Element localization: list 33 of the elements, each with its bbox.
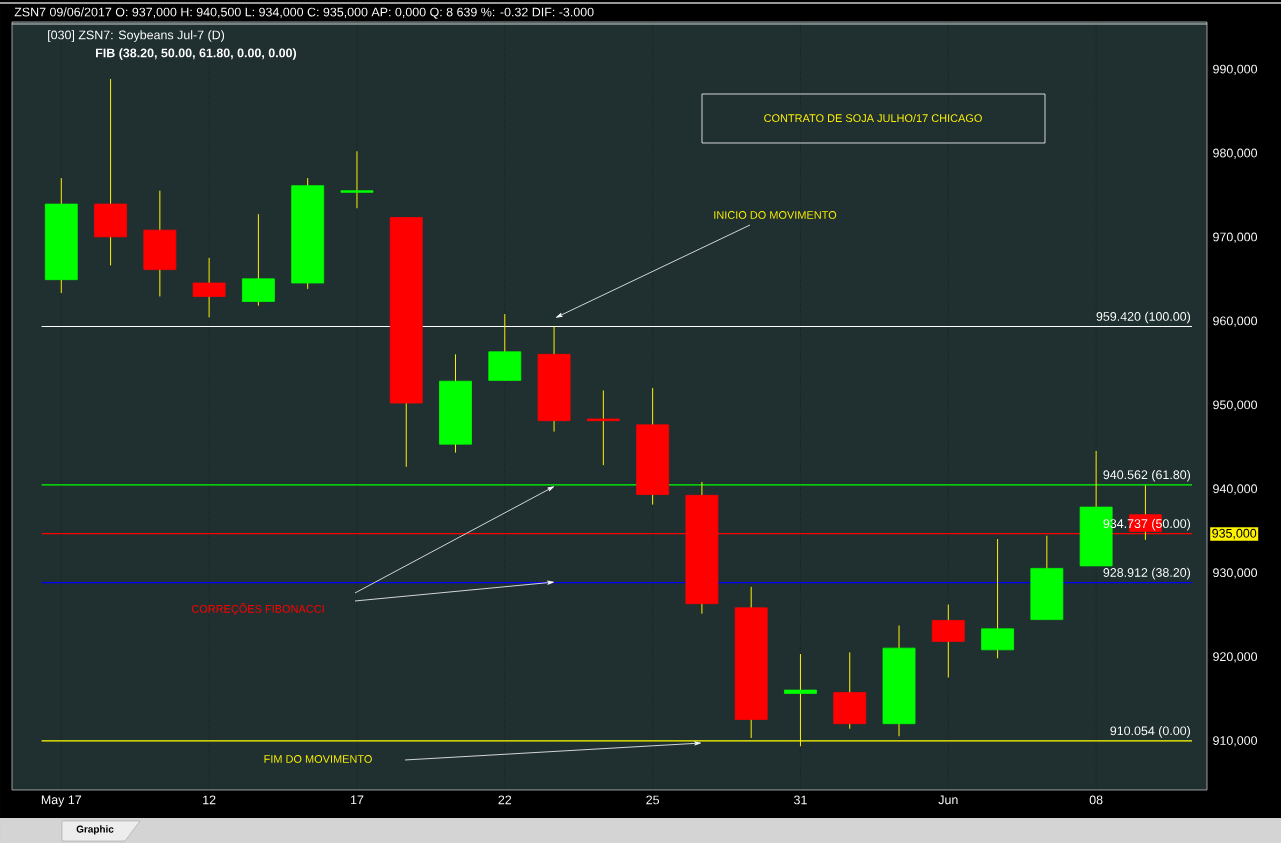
x-tick-label: 17 [350,795,364,805]
y-tick-label: 950,000 [1213,400,1258,411]
annotation: CONTRATO DE SOJA JULHO/17 CHICAGO [764,113,982,123]
candlestick [784,653,817,747]
annotation: INICIO DO MOVIMENTO [714,211,837,219]
x-tick-label: Jun [938,795,958,805]
y-tick-label: 930,000 [1213,568,1258,579]
x-tick-label: 31 [794,795,807,805]
text: Graphic [76,825,114,835]
annotation: 928.912 (38.20) [1103,567,1191,580]
annotation: 910.054 (0.00) [1110,726,1191,738]
y-tick-label: 910,000 [1213,736,1258,747]
x-tick-label: 08 [1089,795,1103,805]
y-tick-label: 920,000 [1213,652,1258,663]
x-tick-label: 25 [646,795,660,805]
annotation: FIB (38.20, 50.00, 61.80, 0.00, 0.00) [96,48,297,60]
annotation: 959.420 (100.00) [1096,311,1191,324]
x-tick-label: 12 [203,795,216,805]
y-tick-label: 940,000 [1213,484,1258,495]
y-tick-label: 960,000 [1213,316,1258,327]
text: 935,000 [1212,528,1257,540]
annotation: FIM DO MOVIMENTO [264,755,372,763]
text: [030] ZSN7: Soybeans Jul-7 (D) [48,30,225,42]
y-tick-label: 990,000 [1213,64,1258,75]
candlestick [340,150,374,209]
annotation: CORREÇÕES FIBONACCI [191,603,324,615]
y-tick-label: 980,000 [1213,148,1258,159]
chart-title: ZSN7 09/06/2017 O: 937,000 H: 940,500 L: 934,000 C: 935,000 AP: 0,000 Q: 8 639 %: -0.32 DIF: -3.000 [14,7,594,19]
annotation: 940.562 (61.80) [1103,469,1191,482]
candlestick [586,389,620,466]
x-tick-label: May 17 [41,795,82,807]
y-tick-label: 970,000 [1213,232,1258,243]
x-tick-label: 22 [498,795,512,805]
